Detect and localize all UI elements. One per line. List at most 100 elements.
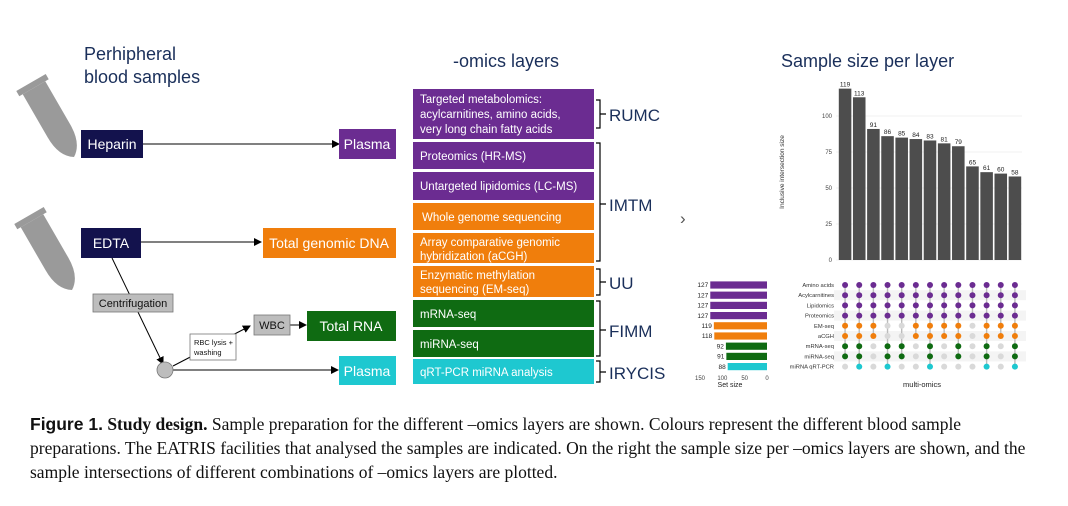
- bar-value-label: 61: [983, 165, 991, 172]
- set-name-label: Proteomics: [805, 314, 834, 320]
- figure-label: Figure 1.: [30, 414, 103, 434]
- matrix-dot-filled: [983, 343, 990, 350]
- fimm-bracket: [596, 300, 606, 357]
- matrix-dot-filled: [955, 292, 962, 299]
- matrix-dot-empty: [884, 333, 891, 339]
- matrix-dot-filled: [1011, 322, 1018, 329]
- facility-fimm: FIMM: [609, 322, 652, 341]
- matrix-dot-filled: [856, 282, 863, 288]
- omics-layer: Proteomics (HR-MS): [413, 142, 594, 169]
- matrix-dot-filled: [884, 302, 891, 309]
- matrix-dot-filled: [1011, 363, 1018, 370]
- matrix-dot-empty: [941, 343, 948, 350]
- matrix-dot-filled: [884, 353, 891, 360]
- omics-layer: Enzymatic methylation sequencing (EM-seq…: [413, 266, 594, 297]
- facility-imtm: IMTM: [609, 196, 652, 215]
- centrifugation-box: [92, 293, 174, 313]
- y-tick-label: 25: [825, 222, 832, 228]
- intersection-bar: [895, 137, 908, 260]
- matrix-dot-empty: [870, 363, 877, 370]
- set-name-label: miRNA qRT-PCR: [790, 365, 834, 371]
- intersection-bar: [980, 172, 993, 260]
- bar-value-label: 85: [898, 131, 906, 138]
- matrix-dot-empty: [997, 343, 1004, 350]
- matrix-dot-empty: [870, 343, 877, 350]
- matrix-dot-filled: [912, 302, 919, 309]
- matrix-dot-filled: [884, 343, 891, 350]
- intersection-bar: [952, 146, 965, 260]
- matrix-dot-filled: [969, 292, 976, 299]
- matrix-dot-filled: [912, 282, 919, 288]
- edta-box: [81, 228, 141, 258]
- matrix-dot-filled: [912, 292, 919, 299]
- set-size-tick: 100: [717, 376, 728, 382]
- matrix-dot-filled: [997, 333, 1004, 339]
- matrix-dot-filled: [983, 333, 990, 339]
- matrix-dot-filled: [856, 322, 863, 329]
- omics-layer: miRNA-seq: [413, 330, 594, 357]
- bar-value-label: 83: [926, 133, 934, 140]
- matrix-dot-filled: [898, 353, 905, 360]
- matrix-dot-filled: [898, 292, 905, 299]
- matrix-dot-filled: [927, 312, 933, 319]
- bar-value-label: 119: [840, 82, 851, 89]
- genomic-dna-label: Total genomic DNA: [269, 235, 389, 251]
- heparin-tube-icon: [16, 74, 77, 158]
- matrix-dot-filled: [969, 302, 976, 309]
- set-size-bar: [710, 312, 767, 320]
- set-size-label: 127: [697, 313, 708, 320]
- matrix-dot-empty: [941, 353, 948, 360]
- set-size-bar: [714, 332, 767, 340]
- set-size-bar: [727, 363, 767, 371]
- matrix-dot-filled: [856, 312, 863, 319]
- svg-text:miRNA-seq: miRNA-seq: [420, 339, 479, 351]
- heparin-label: Heparin: [87, 136, 136, 152]
- bar-value-label: 86: [884, 129, 892, 136]
- wbc-label: WBC: [259, 320, 285, 332]
- y-tick-label: 75: [825, 150, 832, 156]
- matrix-dot-empty: [842, 363, 849, 370]
- matrix-dot-filled: [870, 312, 877, 319]
- matrix-dot-filled: [842, 322, 849, 329]
- matrix-dot-filled: [969, 312, 976, 319]
- set-size-label: 118: [702, 333, 713, 340]
- matrix-dot-filled: [983, 312, 990, 319]
- genomic-dna-box: [263, 228, 396, 258]
- matrix-dot-filled: [955, 353, 962, 360]
- svg-text:Whole genome sequencing: Whole genome sequencing: [422, 212, 561, 224]
- matrix-dot-filled: [884, 282, 891, 288]
- imtm-bracket: [596, 142, 606, 262]
- facility-rumc: RUMC: [609, 106, 660, 125]
- set-name-label: miRNA-seq: [804, 354, 834, 360]
- matrix-dot-filled: [941, 312, 948, 319]
- blood-samples-heading-line2: blood samples: [84, 67, 200, 87]
- matrix-dot-empty: [969, 322, 976, 329]
- matrix-dot-filled: [997, 302, 1004, 309]
- x-axis-label: multi-omics: [903, 380, 941, 389]
- intersection-bar: [881, 136, 894, 260]
- matrix-dot-filled: [870, 292, 877, 299]
- matrix-dot-filled: [898, 302, 905, 309]
- svg-text:Targeted metabolomics:: Targeted metabolomics:: [420, 94, 542, 106]
- intersection-bar: [966, 166, 979, 260]
- matrix-dot-empty: [969, 353, 976, 360]
- matrix-dot-filled: [912, 322, 919, 329]
- matrix-dot-filled: [856, 363, 863, 370]
- bar-value-label: 91: [870, 122, 878, 129]
- set-size-label: 92: [717, 343, 725, 350]
- facility-irycis: IRYCIS: [609, 364, 665, 383]
- matrix-dot-filled: [927, 292, 933, 299]
- set-size-label: 127: [697, 282, 708, 289]
- matrix-dot-empty: [912, 343, 919, 350]
- matrix-dot-filled: [884, 312, 891, 319]
- matrix-dot-filled: [870, 322, 877, 329]
- matrix-dot-filled: [1011, 353, 1018, 360]
- matrix-dot-empty: [969, 363, 976, 370]
- matrix-dot-empty: [955, 363, 962, 370]
- set-size-bar: [710, 301, 767, 309]
- rumc-bracket: [596, 99, 606, 129]
- svg-text:sequencing (EM-seq): sequencing (EM-seq): [420, 284, 529, 296]
- figure-title: Study design.: [107, 414, 208, 434]
- matrix-dot-filled: [842, 312, 849, 319]
